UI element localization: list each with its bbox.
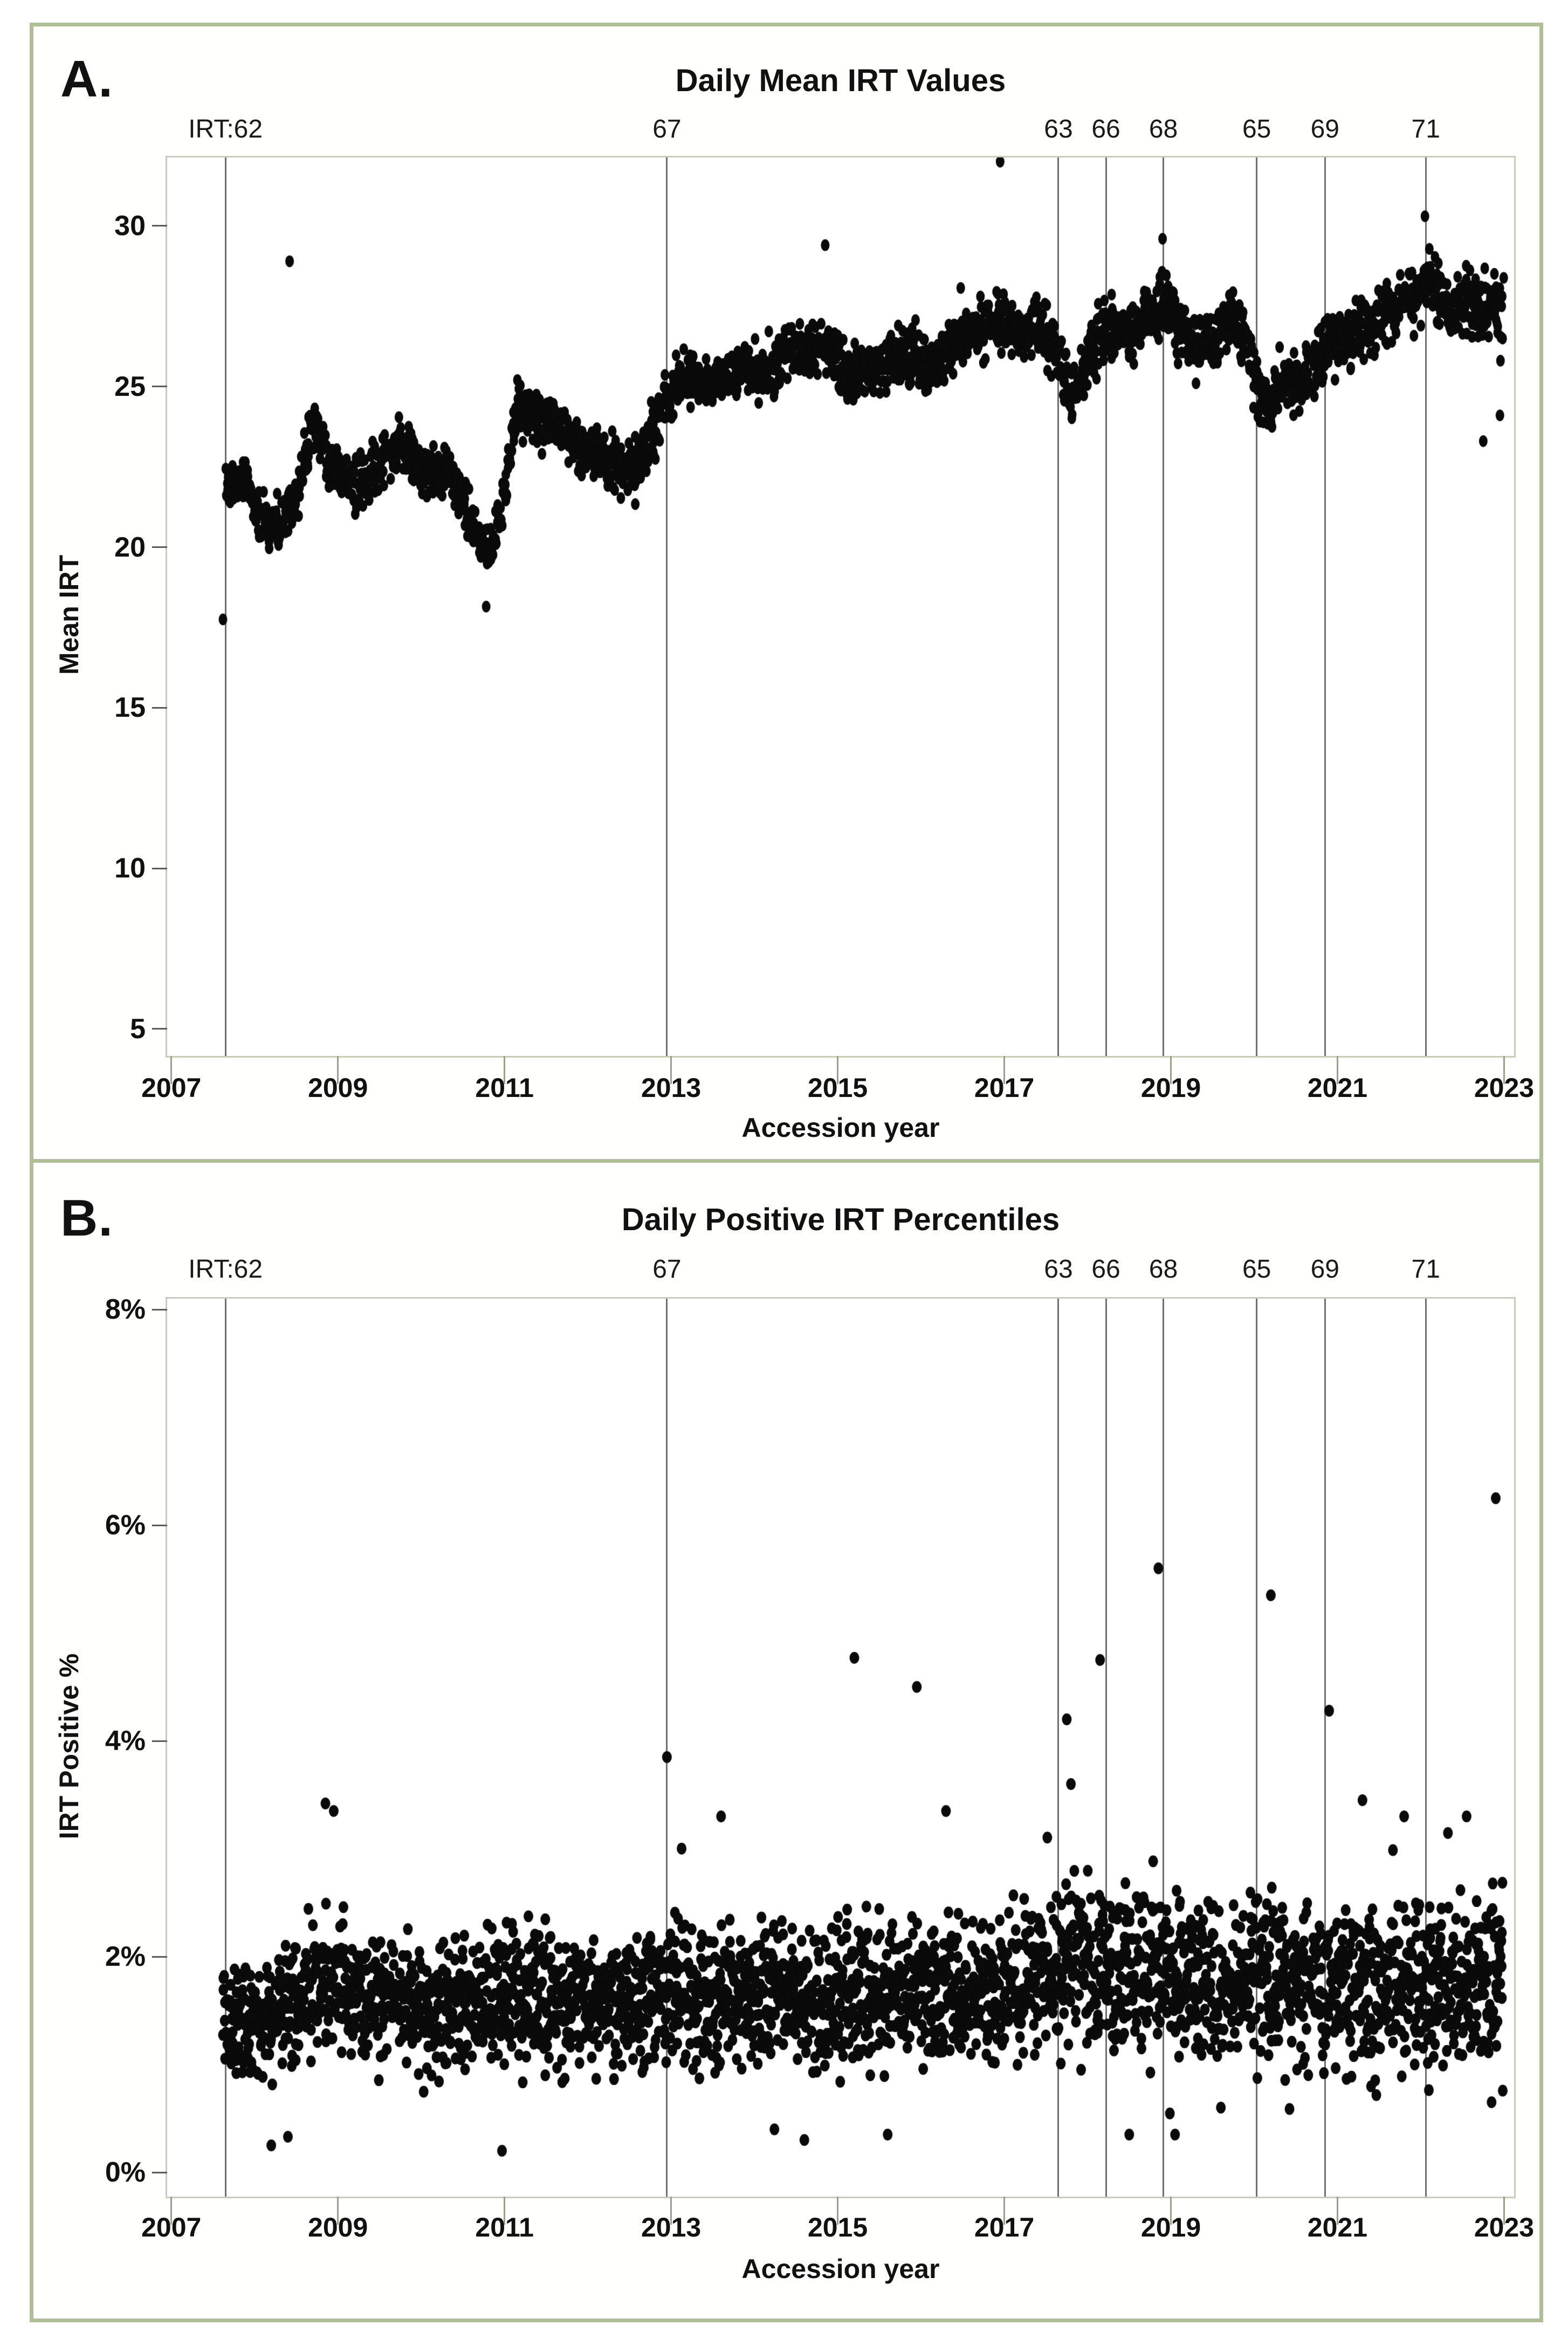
reference-line-label-71: 71 — [1411, 1255, 1440, 1284]
y-tick-label-A: 15 — [114, 692, 146, 724]
panel-a-letter: A. — [60, 50, 113, 108]
x-tick-label-B: 2007 — [141, 2212, 202, 2242]
panel-a-y-axis-title: Mean IRT — [54, 554, 84, 675]
scatter-points-panel-A — [167, 157, 1514, 1056]
x-tick-label-A: 2021 — [1307, 1073, 1368, 1103]
x-tick-A — [504, 1056, 506, 1084]
x-tick-label-B: 2009 — [308, 2212, 368, 2242]
y-tick-label-B: 4% — [105, 1725, 146, 1757]
x-tick-label-A: 2009 — [308, 1073, 368, 1103]
x-tick-label-B: 2019 — [1140, 2212, 1201, 2242]
reference-line-label-67: 67 — [652, 115, 682, 143]
x-tick-A — [837, 1056, 839, 1084]
x-tick-B — [1336, 2197, 1338, 2225]
y-tick-A — [152, 706, 167, 709]
reference-line-label-IRT-62: IRT:62 — [188, 1255, 263, 1284]
x-tick-B — [1170, 2197, 1172, 2225]
x-tick-B — [670, 2197, 672, 2225]
reference-line-label-68: 68 — [1149, 1255, 1178, 1284]
reference-line-label-63: 63 — [1044, 1255, 1073, 1284]
y-tick-label-A: 30 — [114, 210, 146, 242]
x-tick-label-B: 2023 — [1474, 2212, 1535, 2242]
reference-line-label-63: 63 — [1044, 115, 1073, 143]
x-tick-B — [170, 2197, 173, 2225]
y-tick-B — [152, 1956, 167, 1958]
x-tick-A — [337, 1056, 339, 1084]
x-tick-label-B: 2017 — [974, 2212, 1035, 2242]
y-tick-A — [152, 867, 167, 869]
reference-line-label-68: 68 — [1149, 115, 1178, 143]
y-tick-label-A: 20 — [114, 531, 146, 563]
panel-b-x-axis-title: Accession year — [741, 2254, 940, 2284]
x-tick-label-A: 2013 — [641, 1073, 702, 1103]
x-tick-B — [504, 2197, 506, 2225]
y-tick-B — [152, 2171, 167, 2173]
reference-line-label-69: 69 — [1310, 1255, 1339, 1284]
x-tick-B — [1503, 2197, 1505, 2225]
x-tick-label-A: 2015 — [807, 1073, 868, 1103]
x-tick-label-A: 2007 — [141, 1073, 202, 1103]
y-tick-label-A: 25 — [114, 371, 146, 402]
reference-line-label-71: 71 — [1411, 115, 1440, 143]
x-tick-label-A: 2019 — [1140, 1073, 1201, 1103]
x-tick-A — [1503, 1056, 1505, 1084]
y-tick-A — [152, 1028, 167, 1030]
x-tick-label-A: 2023 — [1474, 1073, 1535, 1103]
y-tick-A — [152, 386, 167, 388]
x-tick-A — [1003, 1056, 1006, 1084]
x-tick-label-B: 2011 — [475, 2212, 534, 2242]
panel-a-title: Daily Mean IRT Values — [675, 63, 1006, 98]
x-tick-label-A: 2011 — [475, 1073, 534, 1103]
panel-a-x-axis-title: Accession year — [741, 1113, 940, 1143]
reference-line-label-65: 65 — [1242, 1255, 1271, 1284]
x-tick-A — [1170, 1056, 1172, 1084]
reference-line-label-66: 66 — [1091, 1255, 1120, 1284]
reference-line-label-69: 69 — [1310, 115, 1339, 143]
x-tick-label-B: 2013 — [641, 2212, 702, 2242]
reference-line-label-66: 66 — [1091, 115, 1120, 143]
y-tick-B — [152, 1308, 167, 1311]
x-tick-label-A: 2017 — [974, 1073, 1035, 1103]
panel-b-title: Daily Positive IRT Percentiles — [621, 1202, 1060, 1237]
panel-divider-line — [30, 1159, 1539, 1163]
y-tick-label-B: 6% — [105, 1510, 146, 1541]
reference-line-label-65: 65 — [1242, 115, 1271, 143]
x-tick-A — [670, 1056, 672, 1084]
y-tick-B — [152, 1524, 167, 1526]
x-tick-B — [337, 2197, 339, 2225]
y-tick-A — [152, 546, 167, 548]
scatter-points-panel-B — [167, 1299, 1514, 2197]
x-tick-B — [1003, 2197, 1006, 2225]
y-tick-label-A: 10 — [114, 853, 146, 884]
y-tick-B — [152, 1740, 167, 1742]
reference-line-label-67: 67 — [652, 1255, 682, 1284]
y-tick-label-B: 8% — [105, 1294, 146, 1325]
y-tick-label-B: 0% — [105, 2157, 146, 2188]
panel-b-letter: B. — [60, 1189, 113, 1247]
x-tick-B — [837, 2197, 839, 2225]
reference-line-label-IRT-62: IRT:62 — [188, 115, 263, 143]
x-tick-label-B: 2015 — [807, 2212, 868, 2242]
y-tick-label-B: 2% — [105, 1941, 146, 1972]
y-tick-A — [152, 225, 167, 227]
x-tick-label-B: 2021 — [1307, 2212, 1368, 2242]
y-tick-label-A: 5 — [130, 1013, 146, 1045]
x-tick-A — [170, 1056, 173, 1084]
x-tick-A — [1336, 1056, 1338, 1084]
